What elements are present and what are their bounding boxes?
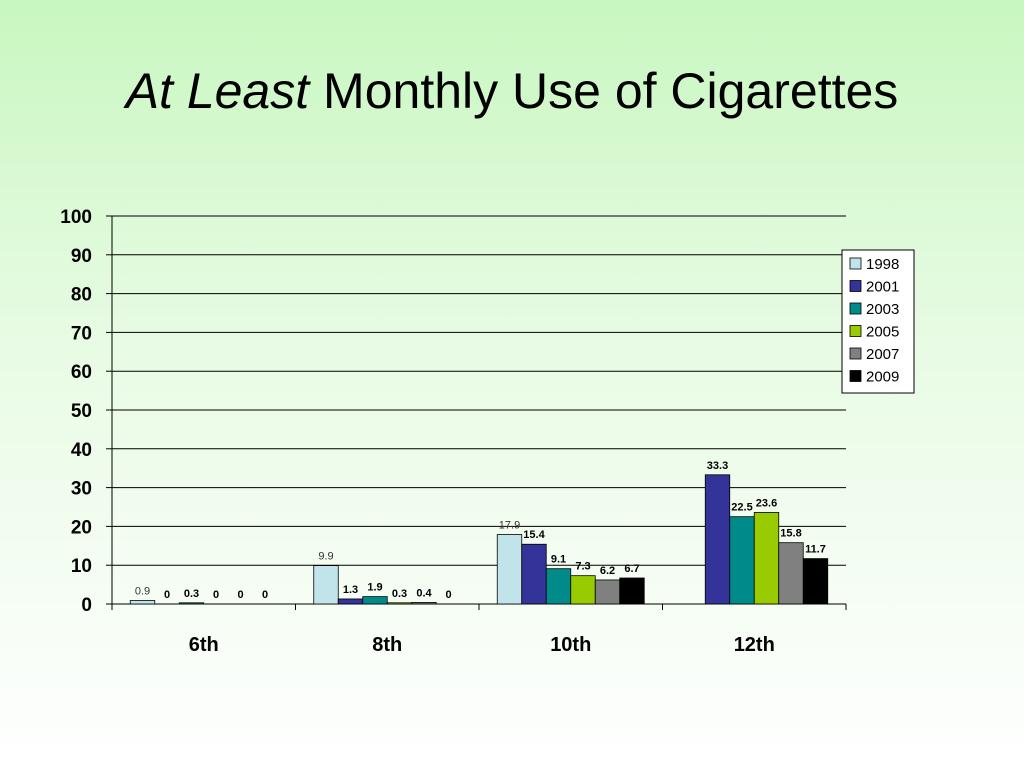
data-label-12th-2003: 22.5 <box>731 502 752 514</box>
data-label-10th-2001: 15.4 <box>523 529 545 541</box>
data-label-12th-2009: 11.7 <box>805 544 826 556</box>
legend-swatch-1998 <box>849 257 862 270</box>
bar-10th-2005 <box>570 575 596 605</box>
legend-label-2007: 2007 <box>866 346 899 363</box>
bar-8th-2007 <box>411 602 437 605</box>
legend-swatch-2003 <box>849 302 862 315</box>
data-label-6th-2009: 0 <box>262 589 268 601</box>
legend-swatch-2005 <box>849 325 862 337</box>
data-label-6th-2001: 0 <box>164 589 170 601</box>
data-label-6th-2003: 0.3 <box>184 588 199 600</box>
legend-label-2005: 2005 <box>866 324 899 341</box>
bar-10th-1998 <box>496 534 523 605</box>
data-label-6th-2007: 0 <box>237 589 243 601</box>
data-label-12th-2005: 23.6 <box>756 497 777 509</box>
data-label-8th-2003: 1.9 <box>367 582 382 594</box>
y-tick-label: 40 <box>71 440 92 461</box>
title-italic: At Least <box>125 63 310 119</box>
data-label-10th-1998: 17.9 <box>499 520 520 532</box>
category-label-10th: 10th <box>550 634 591 656</box>
y-tick-label: 80 <box>71 285 92 306</box>
slide-title: At Least Monthly Use of Cigarettes <box>0 62 1024 120</box>
data-label-8th-2005: 0.3 <box>392 588 407 600</box>
data-label-6th-1998: 0.9 <box>135 586 150 598</box>
y-tick-label: 70 <box>71 323 92 344</box>
data-label-12th-2001: 33.3 <box>707 460 728 472</box>
bar-8th-2005 <box>386 602 413 605</box>
data-label-10th-2003: 9.1 <box>551 554 566 566</box>
bar-8th-1998 <box>313 565 339 605</box>
bar-10th-2001 <box>521 543 547 605</box>
legend-label-2009: 2009 <box>866 369 899 386</box>
title-rest: Monthly Use of Cigarettes <box>323 63 899 119</box>
data-label-8th-1998: 9.9 <box>318 551 333 563</box>
data-label-8th-2001: 1.3 <box>343 584 358 596</box>
data-label-10th-2009: 6.7 <box>624 563 639 575</box>
legend-label-2003: 2003 <box>866 301 899 318</box>
bar-12th-2003 <box>729 516 755 605</box>
bar-10th-2009 <box>619 577 645 605</box>
legend-swatch-2009 <box>849 370 862 382</box>
data-label-6th-2005: 0 <box>213 589 219 601</box>
bar-6th-1998 <box>129 600 156 605</box>
y-tick-label: 10 <box>71 556 92 577</box>
legend-swatch-2001 <box>849 280 862 292</box>
data-label-8th-2007: 0.4 <box>416 587 432 599</box>
y-tick-label: 50 <box>71 401 92 422</box>
legend-label-1998: 1998 <box>866 256 899 273</box>
category-label-8th: 8th <box>372 634 402 656</box>
y-tick-label: 30 <box>71 479 92 500</box>
bar-12th-2007 <box>778 542 804 605</box>
bar-10th-2007 <box>594 579 621 605</box>
bar-10th-2003 <box>545 568 572 605</box>
data-label-10th-2005: 7.3 <box>575 561 590 573</box>
category-label-12th: 12th <box>734 634 775 656</box>
bar-12th-2005 <box>753 512 780 605</box>
bar-8th-2003 <box>362 596 388 605</box>
legend-label-2001: 2001 <box>866 279 899 296</box>
y-tick-label: 60 <box>71 362 92 383</box>
data-label-10th-2007: 6.2 <box>600 565 615 577</box>
category-label-6th: 6th <box>189 634 219 656</box>
bar-12th-2009 <box>802 558 829 605</box>
y-tick-label: 20 <box>71 517 92 538</box>
y-tick-label: 100 <box>60 207 92 228</box>
bar-6th-2003 <box>178 602 205 605</box>
data-label-12th-2007: 15.8 <box>780 528 801 540</box>
data-label-8th-2009: 0 <box>445 589 451 601</box>
legend-swatch-2007 <box>849 347 862 360</box>
bar-12th-2001 <box>704 474 731 605</box>
y-tick-label: 0 <box>81 595 92 616</box>
bar-8th-2001 <box>337 598 364 605</box>
legend-box <box>841 249 915 394</box>
y-tick-label: 90 <box>71 246 92 267</box>
